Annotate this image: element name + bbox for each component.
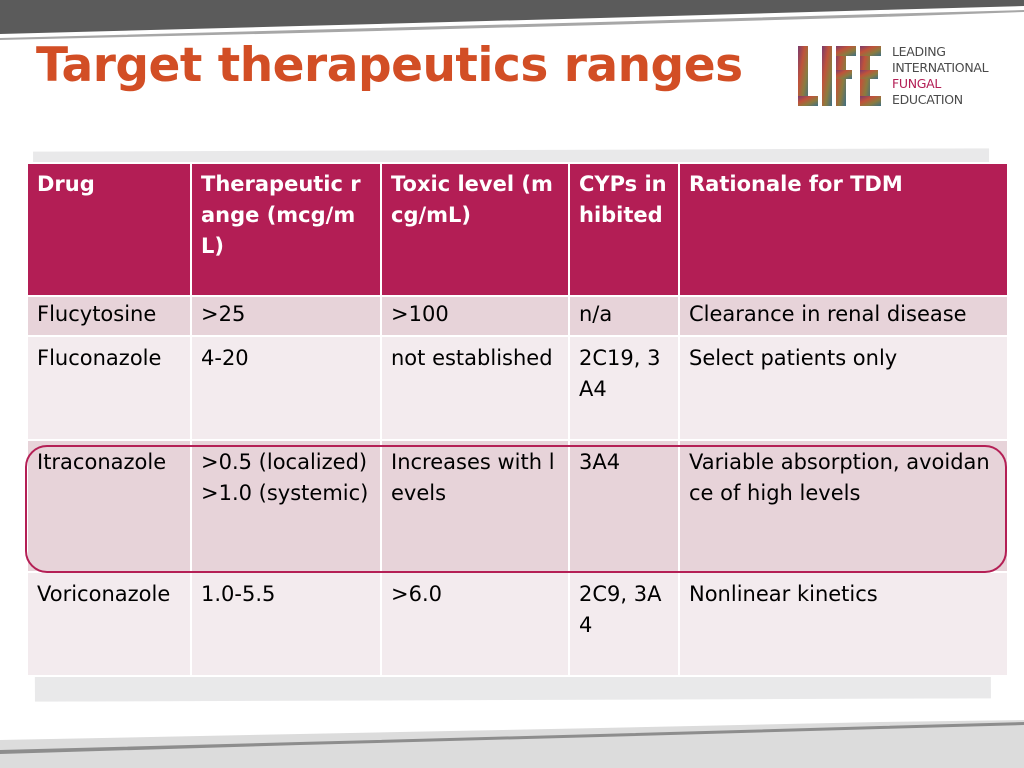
- cell-therapeutic-range: >25: [190, 295, 382, 337]
- cell-rationale: Clearance in renal disease: [678, 295, 1009, 337]
- table-row: Fluconazole 4-20 not established 2C19, 3…: [26, 335, 1009, 441]
- cell-rationale: Nonlinear kinetics: [678, 571, 1009, 677]
- header-therapeutic-range: Therapeutic range (mcg/mL): [190, 162, 382, 297]
- table-header-row: Drug Therapeutic range (mcg/mL) Toxic le…: [26, 162, 1009, 297]
- cell-cyps: 2C19, 3A4: [568, 335, 680, 441]
- bottom-decorative-band: [0, 720, 1024, 768]
- logo-line: LEADING: [892, 44, 946, 59]
- cell-rationale: Variable absorption, avoidance of high l…: [678, 439, 1009, 573]
- cell-toxic-level: not established: [380, 335, 570, 441]
- cell-drug: Itraconazole: [26, 439, 192, 573]
- cell-therapeutic-range: >0.5 (localized) >1.0 (systemic): [190, 439, 382, 573]
- cell-drug: Voriconazole: [26, 571, 192, 677]
- header-toxic-level: Toxic level (mcg/mL): [380, 162, 570, 297]
- cell-drug: Flucytosine: [26, 295, 192, 337]
- cell-toxic-level: >100: [380, 295, 570, 337]
- cell-toxic-level: Increases with levels: [380, 439, 570, 573]
- cell-cyps: n/a: [568, 295, 680, 337]
- page-title: Target therapeutics ranges: [36, 38, 743, 93]
- life-logo-mark: [798, 46, 881, 106]
- life-logo: LEADING INTERNATIONAL FUNGAL EDUCATION: [798, 44, 998, 108]
- cell-drug: Fluconazole: [26, 335, 192, 441]
- header-rationale: Rationale for TDM: [678, 162, 1009, 297]
- therapeutic-ranges-table: Drug Therapeutic range (mcg/mL) Toxic le…: [26, 162, 1009, 677]
- table-row: Voriconazole 1.0-5.5 >6.0 2C9, 3A4 Nonli…: [26, 571, 1009, 677]
- table-row: Flucytosine >25 >100 n/a Clearance in re…: [26, 295, 1009, 337]
- cell-rationale: Select patients only: [678, 335, 1009, 441]
- cell-therapeutic-range: 1.0-5.5: [190, 571, 382, 677]
- top-decorative-band: [0, 0, 1024, 40]
- header-drug: Drug: [26, 162, 192, 297]
- cell-therapeutic-range: 4-20: [190, 335, 382, 441]
- cell-cyps: 3A4: [568, 439, 680, 573]
- logo-line: INTERNATIONAL: [892, 60, 989, 75]
- header-cyps-inhibited: CYPs inhibited: [568, 162, 680, 297]
- logo-line: EDUCATION: [892, 92, 963, 107]
- cell-cyps: 2C9, 3A4: [568, 571, 680, 677]
- cell-toxic-level: >6.0: [380, 571, 570, 677]
- table-row-highlighted: Itraconazole >0.5 (localized) >1.0 (syst…: [26, 439, 1009, 573]
- logo-line-accent: FUNGAL: [892, 76, 942, 91]
- logo-wordmark: LEADING INTERNATIONAL FUNGAL EDUCATION: [892, 44, 989, 108]
